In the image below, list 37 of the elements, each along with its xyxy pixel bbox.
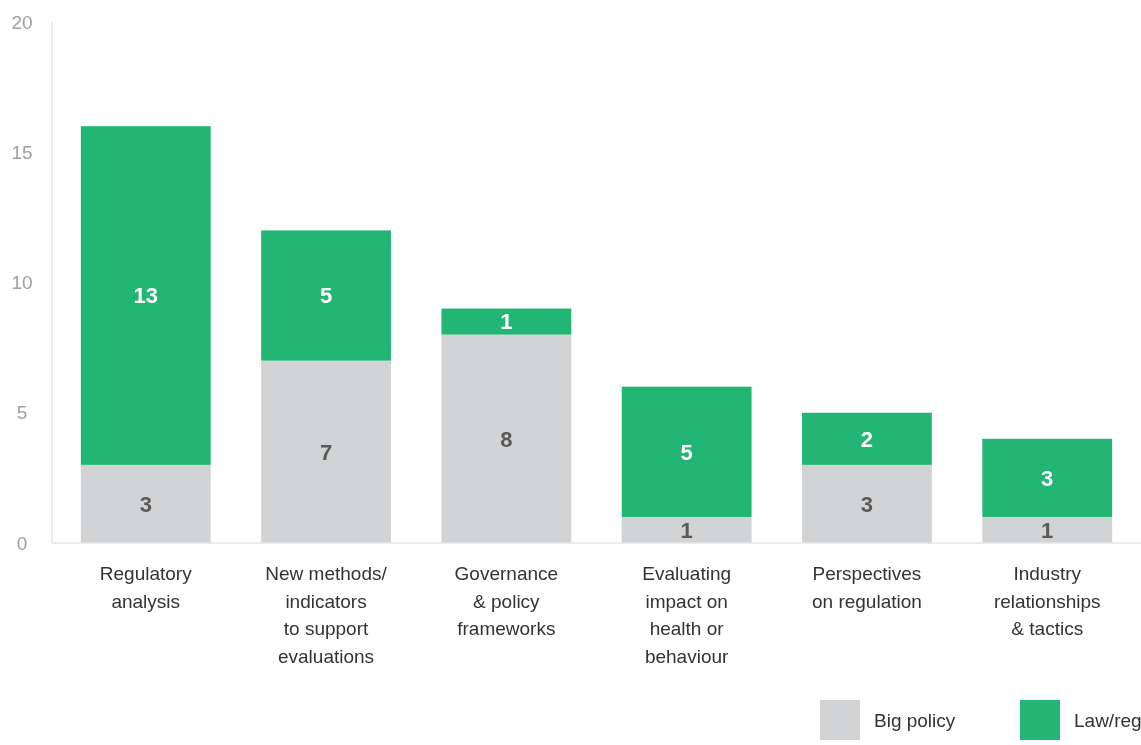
y-tick-label: 0 <box>16 532 28 554</box>
data-label: 3 <box>139 491 152 517</box>
data-label: 1 <box>1041 517 1054 543</box>
y-tick-label: 10 <box>11 272 33 294</box>
legend-label: Law/reg <box>1074 709 1141 731</box>
x-tick-label: Evaluating impact on health or behaviour <box>642 563 732 667</box>
bar <box>441 334 572 543</box>
bar <box>982 438 1113 517</box>
bar <box>80 464 211 543</box>
data-label: 1 <box>500 309 513 335</box>
bar <box>261 360 391 543</box>
data-label: 3 <box>1041 465 1054 491</box>
y-tick-label: 15 <box>11 141 33 163</box>
data-label: 13 <box>133 283 158 309</box>
data-label: 1 <box>680 517 693 543</box>
x-tick-label: New methods/ indicators to support evaluations <box>265 563 388 667</box>
data-label: 2 <box>860 426 874 452</box>
bar <box>802 412 932 465</box>
bar <box>982 516 1113 543</box>
bar <box>261 230 391 361</box>
x-tick-label: Industry relationships & tactics <box>993 563 1101 639</box>
x-tick-label: Perspectives on regulation <box>812 563 922 612</box>
bar <box>621 386 752 517</box>
data-label: 5 <box>680 439 693 465</box>
x-tick-label: Governance & policy frameworks <box>454 563 559 639</box>
bar <box>80 126 211 465</box>
x-tick-label: Regulatory analysis <box>99 563 193 612</box>
bar <box>802 464 932 543</box>
legend-label: Big policy <box>874 709 956 731</box>
data-label: 3 <box>860 491 874 517</box>
y-tick-label: 5 <box>16 402 28 424</box>
bar <box>621 516 752 543</box>
y-tick-label: 20 <box>11 11 33 33</box>
data-label: 8 <box>500 426 513 452</box>
bar <box>441 308 572 335</box>
data-label: 5 <box>319 283 333 309</box>
data-label: 7 <box>319 439 333 465</box>
